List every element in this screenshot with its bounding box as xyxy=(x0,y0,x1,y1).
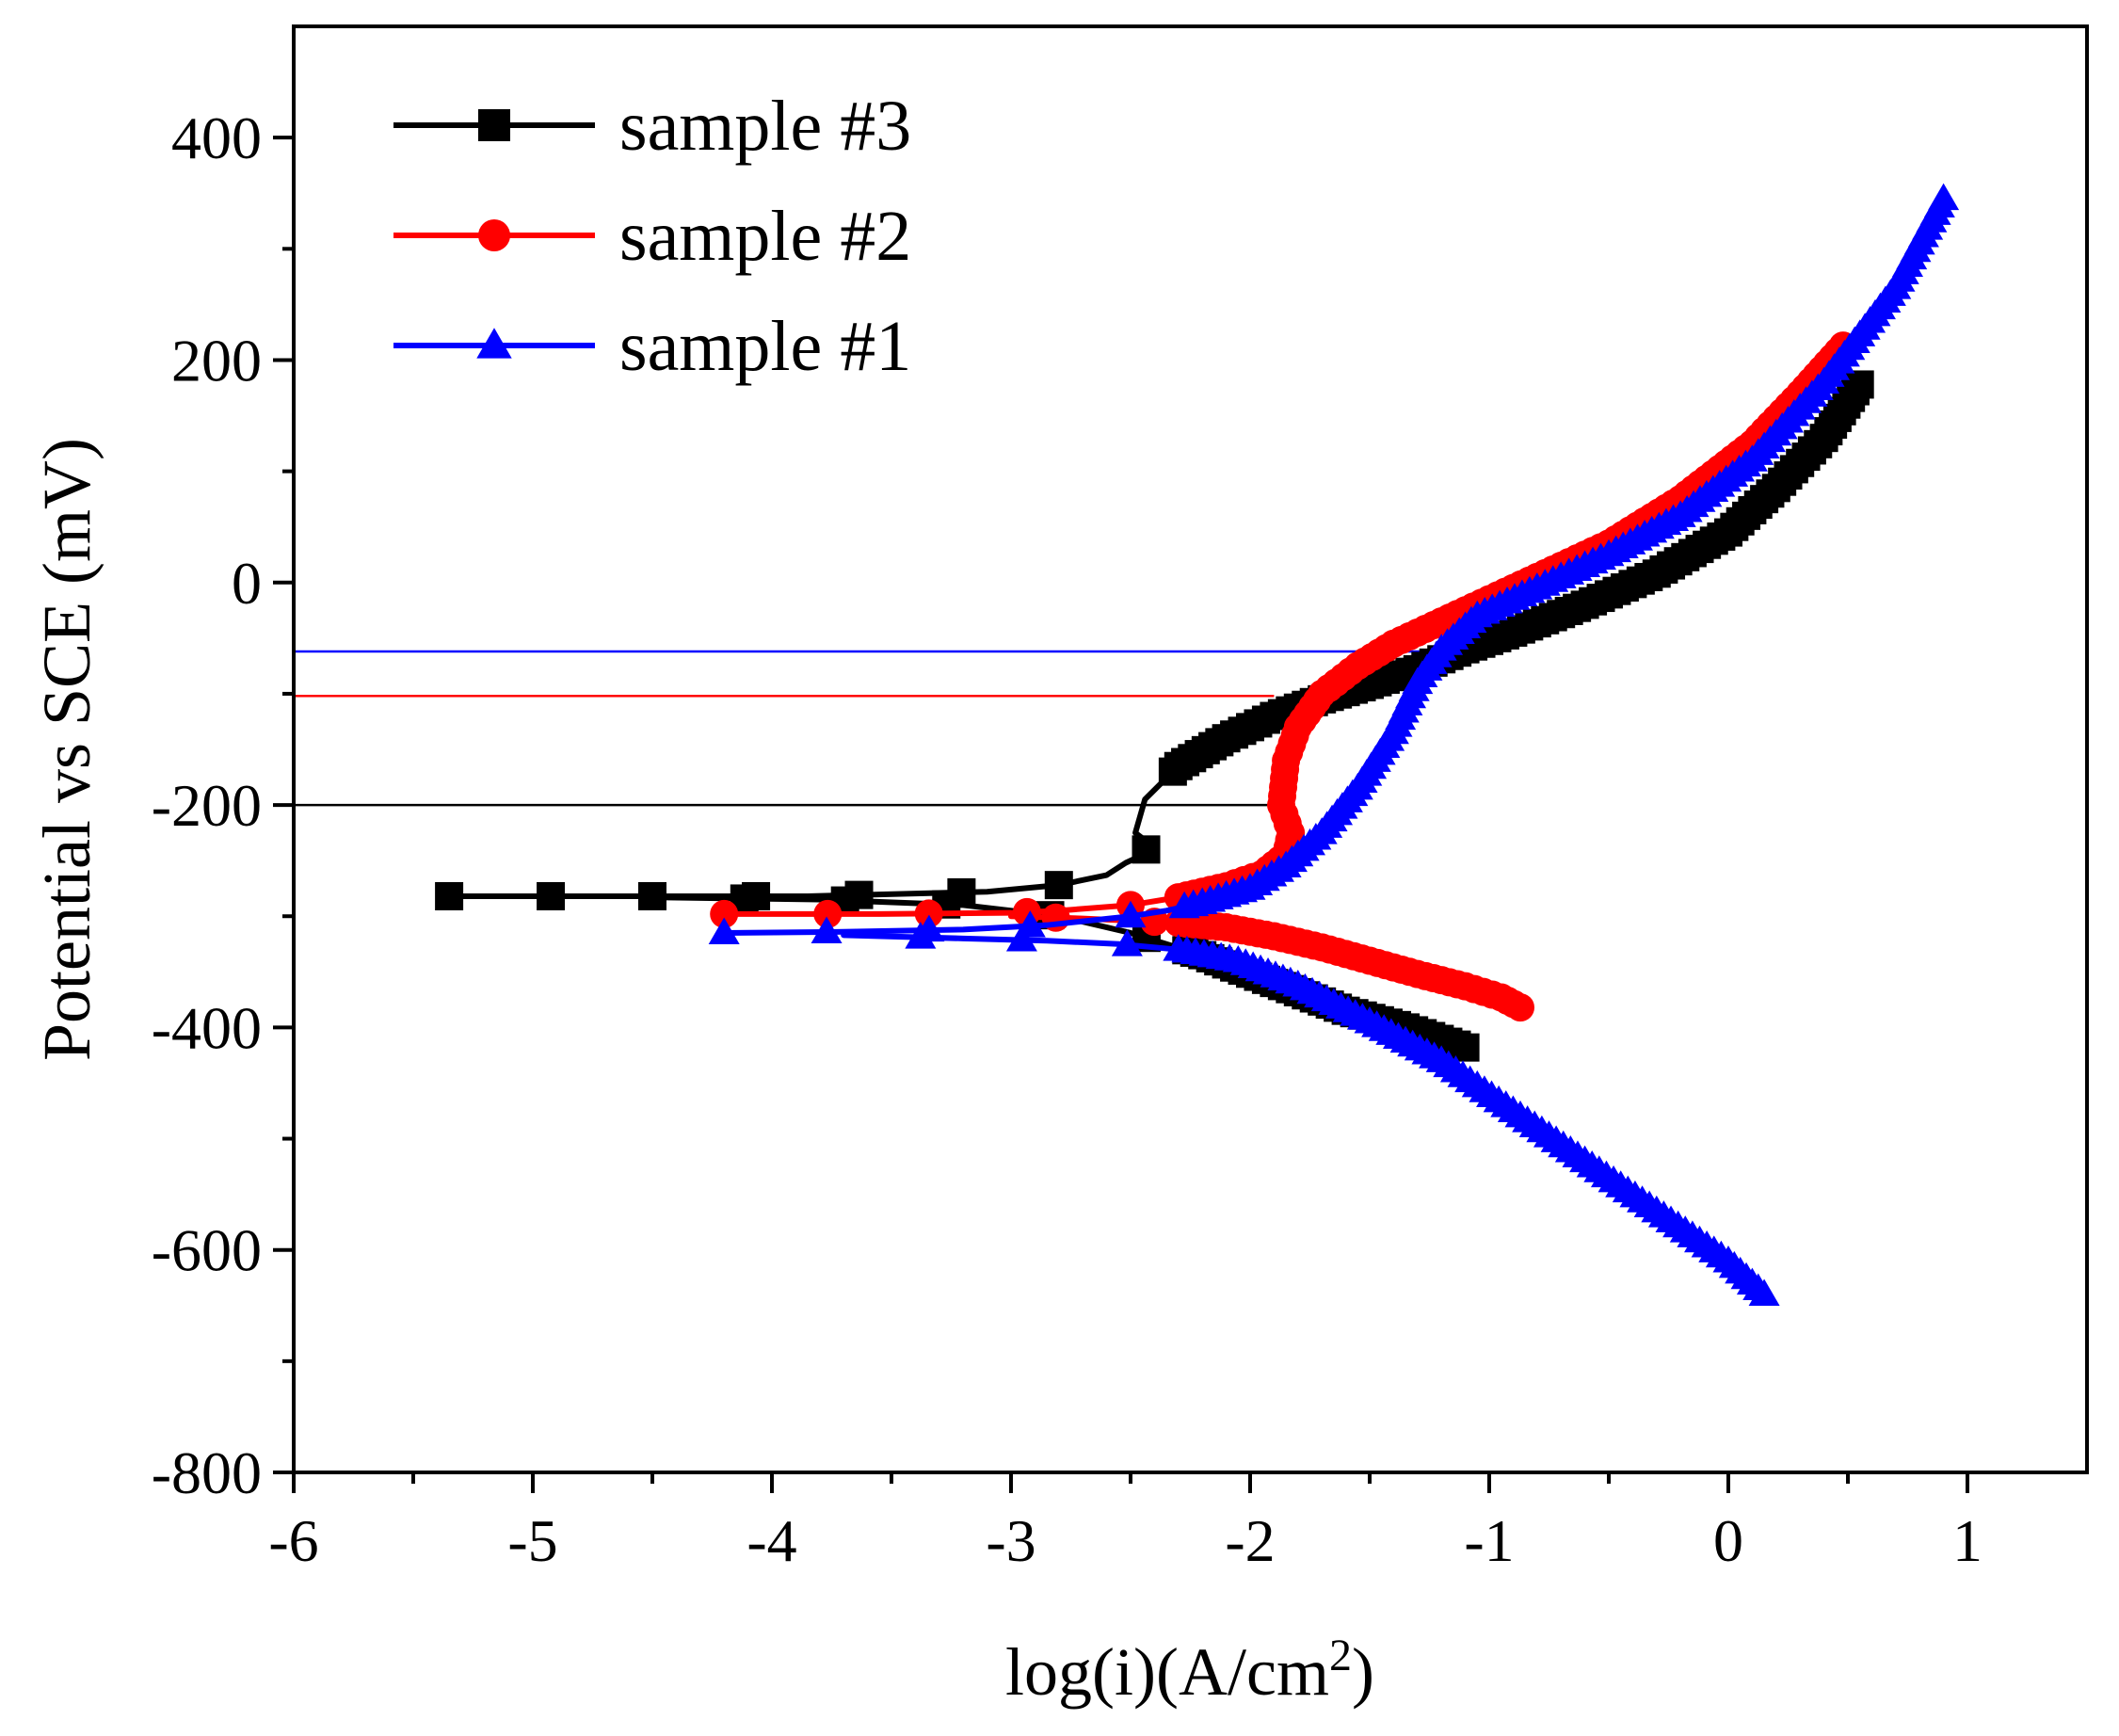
data-point xyxy=(710,899,739,928)
x-tick-label: -3 xyxy=(986,1507,1035,1574)
data-point xyxy=(1115,900,1147,928)
series-sample-1 xyxy=(708,183,1960,1306)
data-point xyxy=(638,881,666,910)
legend-item-sample-2: sample #2 xyxy=(393,197,911,276)
series-sample-2 xyxy=(710,331,1857,1022)
data-point xyxy=(1845,370,1874,399)
series-layer xyxy=(435,183,1960,1306)
data-point xyxy=(1044,871,1073,900)
y-tick-label: 200 xyxy=(171,327,262,394)
x-tick-label: -6 xyxy=(268,1507,318,1574)
data-point xyxy=(1111,929,1143,956)
x-tick-label: -4 xyxy=(746,1507,796,1574)
legend-item-sample-1: sample #1 xyxy=(393,307,911,386)
x-axis-label: log(i)(A/cm2) xyxy=(1005,1631,1374,1711)
y-tick-label: 400 xyxy=(171,104,262,171)
legend-marker xyxy=(476,328,512,359)
data-point xyxy=(811,916,843,943)
legend: sample #3 sample #2 sample #1 xyxy=(393,87,911,386)
legend-marker xyxy=(478,219,510,251)
x-tick-label: 1 xyxy=(1952,1507,1983,1574)
legend-marker xyxy=(478,109,510,141)
plot-frame xyxy=(292,24,2089,1474)
y-tick-label: -800 xyxy=(152,1439,262,1506)
data-point xyxy=(905,922,937,949)
legend-label: sample #3 xyxy=(619,87,911,166)
legend-item-sample-3: sample #3 xyxy=(393,87,911,166)
data-point xyxy=(1748,1278,1780,1306)
legend-label: sample #2 xyxy=(619,197,911,276)
data-point xyxy=(537,881,566,910)
data-point xyxy=(1132,835,1161,864)
axis-ticks: -6 -5 -4 -3 -2 -1 0 1 -800 -600 -400 -200 0 200 400 xyxy=(152,104,1983,1574)
y-tick-label: -600 xyxy=(152,1217,262,1284)
data-point xyxy=(1928,183,1960,211)
reference-lines xyxy=(294,650,1442,807)
x-tick-label: -1 xyxy=(1464,1507,1514,1574)
series-line-sample-3-anodic xyxy=(446,381,1863,899)
y-tick-label: -200 xyxy=(152,772,262,839)
data-point xyxy=(813,899,843,928)
data-point xyxy=(1005,924,1037,952)
y-axis-label: Potential vs SCE (mV) xyxy=(29,438,104,1061)
data-point xyxy=(1506,993,1535,1022)
data-point xyxy=(435,881,464,910)
legend-label: sample #1 xyxy=(619,307,911,386)
data-point xyxy=(914,899,943,928)
x-tick-label: -2 xyxy=(1225,1507,1275,1574)
y-tick-label: 0 xyxy=(232,550,262,617)
x-tick-label: 0 xyxy=(1713,1507,1743,1574)
x-tick-label: -5 xyxy=(507,1507,557,1574)
series-sample-3 xyxy=(435,370,1874,1062)
data-point xyxy=(708,917,740,944)
y-tick-label: -400 xyxy=(152,994,262,1061)
